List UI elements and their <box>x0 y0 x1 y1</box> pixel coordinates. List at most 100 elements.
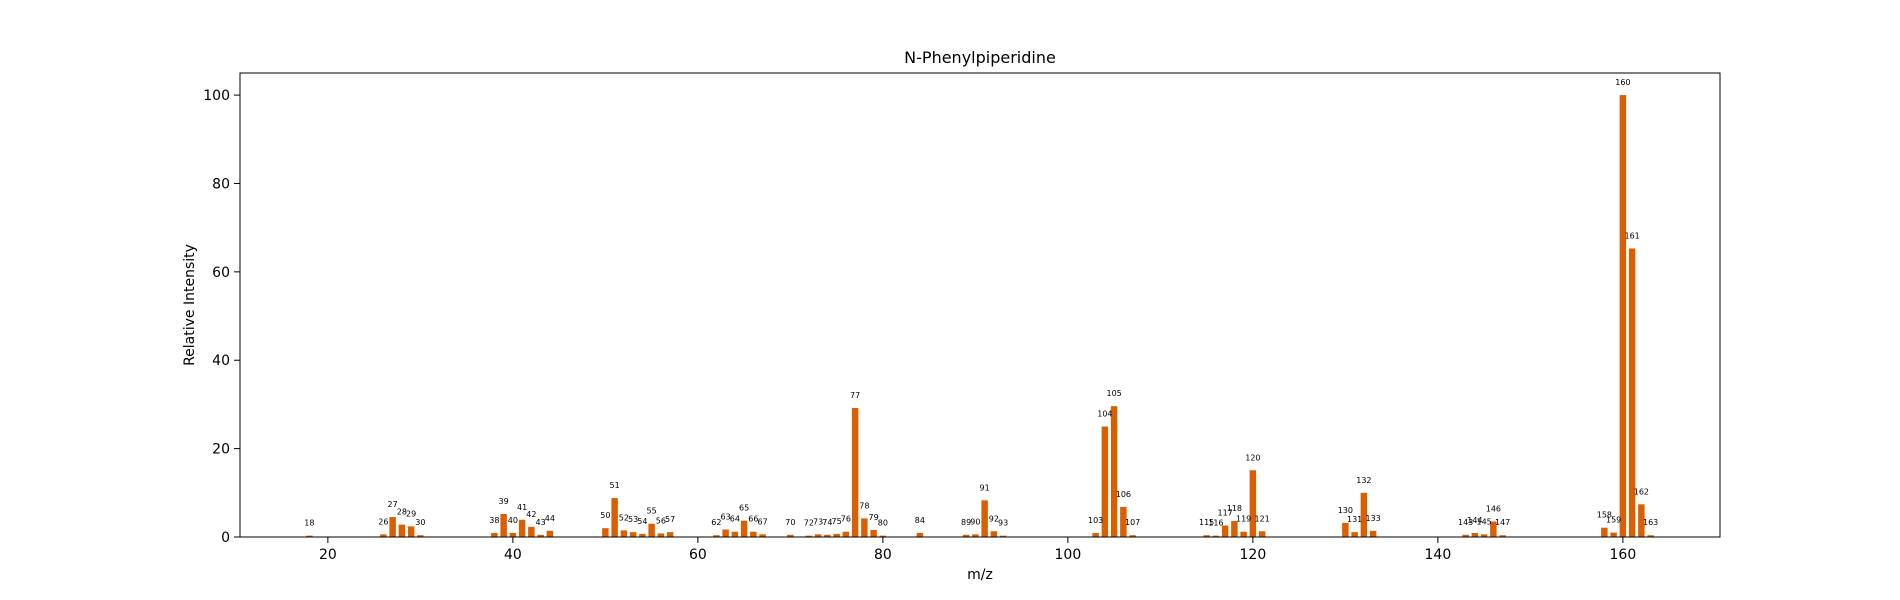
peak-label-18: 18 <box>304 519 314 528</box>
peak-bar-118 <box>1231 521 1238 537</box>
peak-bar-78 <box>861 518 868 537</box>
peak-bar-29 <box>407 526 415 537</box>
peak-label-131: 131 <box>1347 515 1362 524</box>
peak-label-67: 67 <box>758 517 768 526</box>
peak-label-62: 62 <box>711 518 721 527</box>
peak-bar-89 <box>962 534 970 537</box>
peak-bar-50 <box>602 528 609 537</box>
peak-bar-92 <box>990 531 998 537</box>
peak-bar-53 <box>629 532 637 537</box>
peak-label-92: 92 <box>989 514 999 523</box>
peak-label-54: 54 <box>637 517 647 526</box>
peak-label-42: 42 <box>526 510 536 519</box>
y-axis-label: Relative Intensity <box>182 244 198 366</box>
peak-bar-41 <box>518 519 526 537</box>
peak-bar-79 <box>870 529 877 537</box>
peak-label-75: 75 <box>832 517 842 526</box>
peak-bar-162 <box>1638 504 1645 537</box>
x-tick-label-160: 160 <box>1610 547 1637 563</box>
plot-frame <box>239 72 1721 538</box>
x-axis-label: m/z <box>967 567 993 583</box>
peak-bar-132 <box>1360 492 1368 537</box>
peak-bar-163 <box>1647 535 1654 537</box>
peak-bar-115 <box>1203 535 1210 537</box>
peak-bar-158 <box>1601 527 1608 537</box>
y-tick-label-80: 80 <box>212 176 230 192</box>
peak-label-119: 119 <box>1236 515 1251 524</box>
peak-label-57: 57 <box>665 515 675 524</box>
peak-bar-91 <box>981 500 988 537</box>
y-tick-label-0: 0 <box>221 530 230 546</box>
peak-label-66: 66 <box>748 515 758 524</box>
peak-label-65: 65 <box>739 504 749 513</box>
peak-bar-121 <box>1258 531 1266 537</box>
peak-bar-117 <box>1221 525 1229 537</box>
peak-bar-161 <box>1628 248 1636 537</box>
peak-label-160: 160 <box>1615 78 1630 87</box>
peak-label-161: 161 <box>1624 231 1639 240</box>
y-tick-label-20: 20 <box>212 442 230 458</box>
y-tick-label-100: 100 <box>203 88 230 104</box>
peak-label-64: 64 <box>730 515 740 524</box>
peak-label-74: 74 <box>822 518 832 527</box>
peak-label-158: 158 <box>1597 511 1612 520</box>
peak-bar-66 <box>750 531 757 537</box>
x-tick-label-100: 100 <box>1055 547 1082 563</box>
peak-label-91: 91 <box>980 483 990 492</box>
peak-label-53: 53 <box>628 515 638 524</box>
peak-label-28: 28 <box>397 508 407 517</box>
peak-bar-67 <box>759 534 766 537</box>
peak-bar-27 <box>389 517 396 537</box>
x-tick-label-60: 60 <box>689 547 707 563</box>
peak-label-117: 117 <box>1217 509 1232 518</box>
peak-label-56: 56 <box>656 516 666 525</box>
peak-bar-56 <box>657 533 665 537</box>
peak-bar-90 <box>972 534 979 537</box>
peak-label-26: 26 <box>378 517 388 526</box>
peak-bar-143 <box>1462 534 1469 537</box>
peak-label-104: 104 <box>1097 410 1112 419</box>
peak-bar-160 <box>1619 95 1627 537</box>
peak-label-29: 29 <box>406 509 416 518</box>
peak-label-78: 78 <box>859 501 869 510</box>
peak-bar-70 <box>787 534 794 537</box>
peak-label-105: 105 <box>1106 389 1121 398</box>
peak-bar-42 <box>528 526 535 537</box>
peak-bar-63 <box>722 529 729 537</box>
peak-bar-106 <box>1120 506 1127 537</box>
peak-bar-54 <box>639 533 646 537</box>
peak-bar-43 <box>537 534 544 537</box>
x-tick-label-120: 120 <box>1240 547 1267 563</box>
peak-bar-131 <box>1351 532 1358 537</box>
peak-bar-44 <box>546 530 554 537</box>
peak-label-76: 76 <box>841 515 851 524</box>
peak-label-30: 30 <box>415 518 425 527</box>
peak-label-79: 79 <box>869 513 879 522</box>
peak-label-77: 77 <box>850 391 860 400</box>
peak-label-146: 146 <box>1486 505 1501 514</box>
peak-label-133: 133 <box>1365 514 1380 523</box>
y-tick-label-60: 60 <box>212 265 230 281</box>
peak-label-106: 106 <box>1116 490 1131 499</box>
x-tick-label-80: 80 <box>874 547 892 563</box>
peak-label-43: 43 <box>536 518 546 527</box>
x-axis-ticks: 20 40 60 80 100 120 140 160 <box>319 537 1636 563</box>
peak-bar-72 <box>805 535 813 537</box>
peak-label-120: 120 <box>1245 453 1260 462</box>
chart-title: N-Phenylpiperidine <box>904 48 1056 67</box>
peak-bar-26 <box>380 534 387 537</box>
peak-label-143: 143 <box>1458 518 1473 527</box>
peak-label-132: 132 <box>1356 476 1371 485</box>
peak-label-121: 121 <box>1254 514 1269 523</box>
peak-bar-146 <box>1490 521 1497 537</box>
peak-bar-30 <box>417 535 424 537</box>
peak-bar-104 <box>1101 426 1109 537</box>
peak-bar-55 <box>648 523 655 537</box>
peak-bar-76 <box>842 531 850 537</box>
x-tick-label-40: 40 <box>504 547 522 563</box>
peak-label-39: 39 <box>499 497 509 506</box>
peak-label-73: 73 <box>813 517 823 526</box>
peak-bar-77 <box>851 407 859 537</box>
